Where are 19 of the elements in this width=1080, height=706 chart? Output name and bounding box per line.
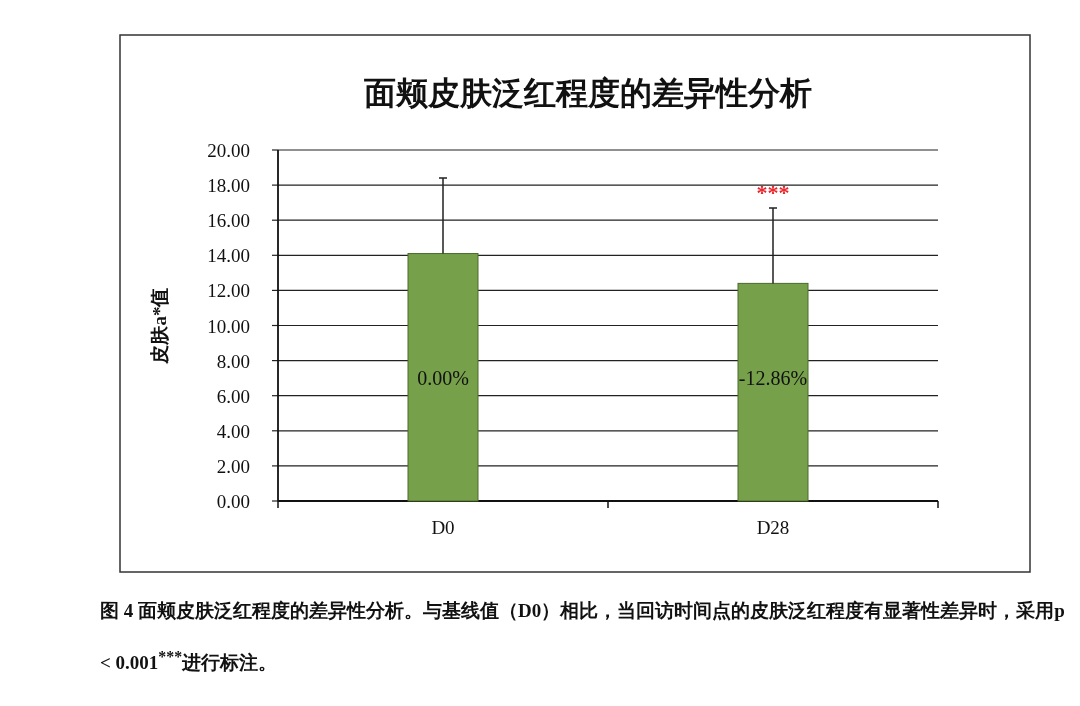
y-tick-label: 14.00 — [207, 245, 250, 267]
chart-title: 面颊皮肤泛红程度的差异性分析 — [364, 75, 812, 111]
annotation: -12.86% — [738, 367, 808, 390]
y-tick-label: 18.00 — [207, 175, 250, 197]
y-tick-label: 4.00 — [216, 420, 250, 442]
text: 图 4 面颊皮肤泛红程度的差异性分析。与基线值（D0）相比，当回访时间点的皮肤泛红程度有显著性差异时，采用p < 0.001$^{***}$进行标注。 — [100, 600, 1065, 674]
y-tick-label: 2.00 — [216, 455, 250, 477]
y-tick-label: 6.00 — [216, 385, 250, 407]
y-tick-label: 20.00 — [207, 140, 250, 161]
x-tick-label: D28 — [756, 517, 790, 538]
annotation: *** — [756, 179, 790, 205]
y-tick-label: 8.00 — [216, 350, 250, 372]
y-tick-label: 16.00 — [207, 210, 250, 232]
annotation: 0.00% — [417, 367, 469, 390]
y-axis-title: 皮肤a*值 — [149, 287, 170, 365]
y-tick-label: 12.00 — [207, 280, 250, 302]
y-tick-label: 0.00 — [216, 491, 250, 512]
x-tick-label: D0 — [431, 517, 455, 538]
y-tick-label: 10.00 — [207, 315, 250, 337]
